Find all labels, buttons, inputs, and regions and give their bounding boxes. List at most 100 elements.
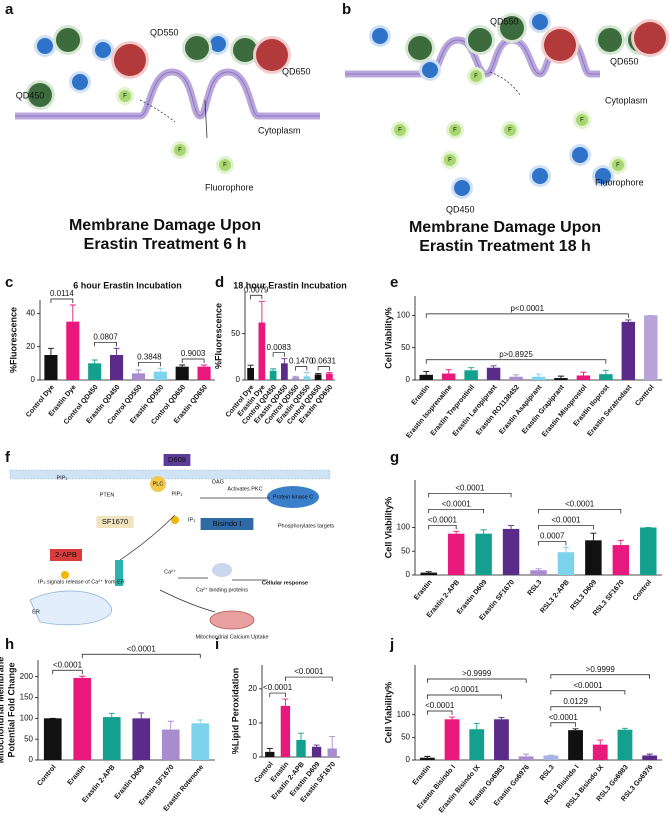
particle <box>576 114 588 126</box>
bar <box>292 377 299 380</box>
error-bar <box>282 698 289 706</box>
bar <box>475 533 492 575</box>
p-value: <0.0001 <box>127 644 157 653</box>
y-tick-label: 0 <box>406 375 411 384</box>
p-value: <0.0001 <box>53 660 83 669</box>
error-bar <box>535 568 542 571</box>
diagram-label: PTEN <box>100 492 115 498</box>
p-value: 0.0129 <box>563 697 588 706</box>
significance-bracket <box>550 690 626 695</box>
fluorophore-symbol: F <box>580 118 584 124</box>
arrow <box>204 99 208 139</box>
particle <box>468 28 492 52</box>
particle <box>119 90 131 102</box>
binding-protein <box>212 563 232 577</box>
bar <box>441 373 456 380</box>
x-tick-label: Erastin Laropiprant <box>452 383 499 437</box>
significance-bracket <box>425 313 629 318</box>
error-bar <box>167 720 174 730</box>
bar <box>502 528 520 575</box>
x-tick-label: Erastin <box>412 764 433 787</box>
y-tick-label: 50 <box>401 343 410 352</box>
panel-letter: b <box>342 1 351 18</box>
bar <box>568 730 583 760</box>
particle <box>612 159 624 171</box>
particle <box>37 38 53 54</box>
diagram-label: Bisindo I <box>213 519 242 528</box>
bar <box>599 374 613 380</box>
particle <box>185 36 209 60</box>
bar <box>464 370 478 380</box>
bar <box>419 757 435 760</box>
p-value: 0.9003 <box>181 349 206 358</box>
error-bar <box>201 364 208 367</box>
arrow <box>139 99 176 123</box>
panel-letter: d <box>215 274 224 291</box>
diagram-label: QD550 <box>150 27 179 37</box>
p-value: <0.0001 <box>549 713 579 722</box>
p-value: <0.0001 <box>294 667 324 676</box>
bar <box>102 717 121 760</box>
y-tick-label: 200 <box>20 672 34 681</box>
error-bar <box>326 372 333 374</box>
diagram-label: Fluorophore <box>595 177 644 187</box>
x-tick-label: Erastin Misoprostol <box>541 384 588 439</box>
diagram-label: QD450 <box>446 204 475 214</box>
particle <box>372 28 388 44</box>
error-bar <box>315 373 322 375</box>
diagram-title: Membrane Damage Upon <box>69 217 261 234</box>
y-axis-label: %Lipid Peroxidation <box>230 668 240 755</box>
significance-bracket <box>285 676 333 682</box>
p-value: 0.3848 <box>137 352 162 361</box>
fluorophore-symbol: F <box>453 128 457 134</box>
x-tick-label: Erastin Seratrodast <box>586 383 633 437</box>
error-bar <box>513 374 520 377</box>
panel-letter: c <box>5 274 13 291</box>
error-bar <box>281 358 288 364</box>
error-bar <box>480 529 487 534</box>
bar <box>280 705 291 757</box>
error-bar <box>468 367 475 371</box>
bar <box>131 373 145 380</box>
diagram-label: Cytoplasm <box>258 125 301 135</box>
error-bar <box>329 736 336 749</box>
fluorophore-symbol: F <box>398 128 402 134</box>
significance-bracket <box>538 541 567 546</box>
particle <box>454 180 470 196</box>
plc-shape <box>150 476 166 492</box>
bar <box>191 723 210 760</box>
p-value: >0.9999 <box>586 665 616 674</box>
significance-bracket <box>295 366 308 371</box>
p-value: <0.0001 <box>573 681 603 690</box>
y-axis-label: Cell Viability% <box>383 307 393 368</box>
particle <box>532 168 548 184</box>
y-tick-label: 20 <box>26 342 35 351</box>
diagram-label: SF1670 <box>102 517 128 526</box>
y-tick-label: 100 <box>397 710 411 719</box>
fluorophore-symbol: F <box>474 74 478 80</box>
diagram-label: Fluorophore <box>205 182 254 192</box>
error-bar <box>292 375 299 378</box>
diagram-label: QD450 <box>16 90 45 100</box>
y-tick-label: 150 <box>20 693 34 702</box>
error-bar <box>108 712 115 718</box>
error-bar <box>47 347 54 355</box>
particle <box>532 14 548 30</box>
panel-letter: i <box>215 636 219 653</box>
p-value: p<0.0001 <box>510 304 544 313</box>
bar <box>444 719 460 760</box>
bar <box>419 374 433 380</box>
error-bar <box>69 304 76 322</box>
error-bar <box>449 716 456 720</box>
significance-bracket <box>538 525 594 530</box>
significance-bracket <box>50 298 74 303</box>
error-bar <box>646 753 653 756</box>
bar <box>617 729 633 760</box>
chart-title: 6 hour Erastin Incubation <box>73 280 182 290</box>
error-bar <box>425 571 432 573</box>
significance-bracket <box>317 366 330 371</box>
bar <box>197 366 211 380</box>
diagram-label: Protein kinase C <box>273 494 313 500</box>
particle <box>500 16 524 40</box>
